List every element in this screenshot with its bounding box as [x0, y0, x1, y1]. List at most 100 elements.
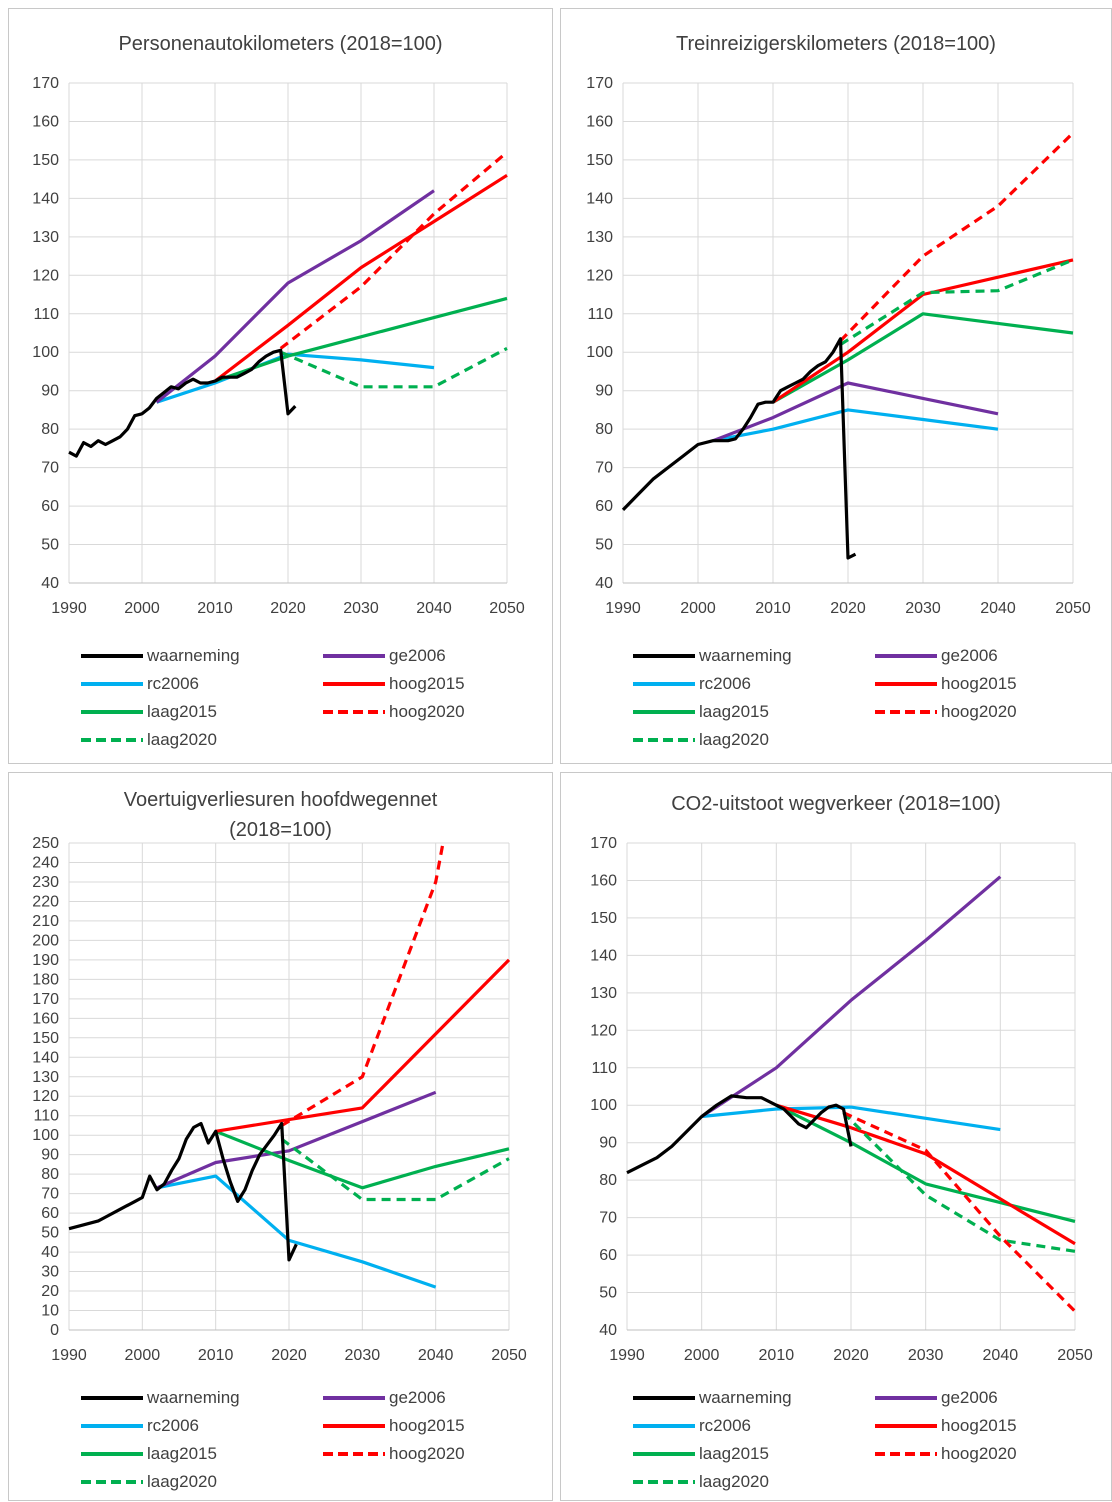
x-tick-label: 2040 — [983, 1347, 1019, 1364]
legend-label: ge2006 — [389, 646, 446, 665]
legend-label: ge2006 — [389, 1388, 446, 1407]
x-tick-label: 2010 — [755, 600, 791, 617]
y-tick-label: 110 — [33, 306, 59, 323]
y-tick-label: 90 — [599, 1135, 617, 1152]
series-line-waarneming — [68, 348, 297, 458]
legend-label: hoog2020 — [941, 702, 1017, 721]
legend-item-laag2020: laag2020 — [633, 729, 769, 751]
x-tick-label: 1990 — [51, 600, 87, 617]
y-tick-label: 0 — [50, 1322, 59, 1339]
legend-item-rc2006: rc2006 — [81, 673, 199, 695]
y-tick-label: 210 — [32, 913, 59, 930]
legend-swatch — [81, 1452, 143, 1456]
legend-label: rc2006 — [147, 1416, 199, 1435]
y-tick-label: 50 — [599, 1285, 617, 1302]
y-tick-label: 50 — [595, 537, 613, 554]
x-tick-label: 2000 — [124, 600, 160, 617]
y-tick-label: 100 — [32, 344, 59, 361]
legend-label: laag2015 — [147, 702, 217, 721]
y-tick-label: 70 — [41, 460, 59, 477]
legend-label: ge2006 — [941, 646, 998, 665]
series-line-ge2006 — [155, 189, 435, 404]
y-tick-label: 60 — [599, 1247, 617, 1264]
line-chart: 40 50 60 70 80 90 100 110 120 130 140 150 160 170 1990… — [590, 835, 1093, 1364]
legend-swatch — [633, 1452, 695, 1456]
x-tick-label: 2000 — [680, 600, 716, 617]
y-tick-label: 100 — [586, 344, 613, 361]
legend-label: laag2020 — [699, 730, 769, 749]
legend-item-laag2020: laag2020 — [633, 1471, 769, 1493]
x-tick-label: 2030 — [345, 1347, 381, 1364]
legend-item-waarneming: waarneming — [81, 645, 240, 667]
series-line-ge2006 — [700, 875, 1002, 1118]
series-line-hoog2015 — [214, 173, 508, 383]
y-tick-label: 50 — [41, 537, 59, 554]
legend-label: hoog2015 — [389, 674, 465, 693]
y-tick-label: 110 — [591, 1060, 617, 1077]
legend-item-hoog2020: hoog2020 — [323, 1443, 465, 1465]
legend-item-ge2006: ge2006 — [323, 645, 446, 667]
legend-label: laag2015 — [147, 1444, 217, 1463]
y-tick-label: 170 — [586, 75, 613, 92]
series-line-ge2006 — [712, 381, 999, 443]
x-tick-label: 2040 — [980, 600, 1016, 617]
legend-item-ge2006: ge2006 — [875, 645, 998, 667]
x-tick-label: 1990 — [51, 1347, 87, 1364]
legend-label: waarneming — [699, 1388, 792, 1407]
legend-item-waarneming: waarneming — [633, 1387, 792, 1409]
series-line-rc2006 — [712, 408, 999, 443]
legend-label: waarneming — [147, 1388, 240, 1407]
line-chart: 0102030405060708090100110120130140150160… — [32, 835, 527, 1364]
legend-swatch — [633, 710, 695, 714]
legend-swatch — [633, 1424, 695, 1428]
x-tick-label: 2050 — [489, 600, 525, 617]
chart-title: CO2-uitstoot wegverkeer (2018=100) — [671, 793, 1001, 815]
legend-swatch — [875, 1452, 937, 1456]
legend-swatch — [81, 710, 143, 714]
series-line-laag2015 — [772, 312, 1074, 404]
chart-panel-personenautokilometers: Personenautokilometers (2018=100) 40 50 60… — [8, 8, 553, 764]
series-line-hoog2020 — [839, 131, 1075, 342]
legend-item-laag2015: laag2015 — [81, 701, 217, 723]
legend-swatch — [875, 1396, 937, 1400]
legend-label: laag2020 — [147, 1472, 217, 1491]
legend-label: rc2006 — [699, 674, 751, 693]
legend-item-hoog2015: hoog2015 — [323, 1415, 465, 1437]
y-tick-label: 80 — [41, 421, 59, 438]
x-tick-label: 2050 — [1055, 600, 1091, 617]
x-tick-label: 2010 — [197, 600, 233, 617]
y-tick-label: 130 — [32, 229, 59, 246]
series-line-hoog2020 — [280, 842, 445, 1127]
legend-item-ge2006: ge2006 — [875, 1387, 998, 1409]
legend-swatch — [633, 1480, 695, 1484]
legend-swatch — [81, 682, 143, 686]
y-tick-label: 80 — [595, 421, 613, 438]
x-tick-label: 2030 — [343, 600, 379, 617]
y-tick-label: 120 — [32, 267, 59, 284]
y-tick-label: 40 — [599, 1322, 617, 1339]
line-chart: 40 50 60 70 80 90 100 110 120 130 140 150 160 170 1990… — [586, 75, 1091, 617]
y-tick-label: 150 — [590, 910, 617, 927]
y-tick-label: 170 — [590, 835, 617, 852]
chart-title: Personenautokilometers (2018=100) — [118, 33, 443, 55]
x-tick-label: 2010 — [759, 1347, 795, 1364]
x-tick-label: 2000 — [684, 1347, 720, 1364]
y-tick-label: 150 — [32, 1030, 59, 1047]
series-line-laag2020 — [280, 1137, 510, 1202]
y-tick-label: 130 — [590, 985, 617, 1002]
y-tick-label: 130 — [586, 229, 613, 246]
chart-panel-voertuigverliesuren: Voertuigverliesuren hoofdwegennet (2018=… — [8, 772, 553, 1501]
x-tick-label: 2020 — [270, 600, 306, 617]
y-tick-label: 20 — [41, 1283, 59, 1300]
legend-item-rc2006: rc2006 — [81, 1415, 199, 1437]
series-line-hoog2020 — [279, 150, 509, 350]
legend-item-hoog2015: hoog2015 — [323, 673, 465, 695]
legend-swatch — [633, 654, 695, 658]
y-tick-label: 140 — [32, 190, 59, 207]
y-tick-label: 60 — [595, 498, 613, 515]
line-chart: 40 50 60 70 80 90 100 110 120 130 140 150 160 170 1990… — [32, 75, 525, 617]
x-tick-label: 1990 — [609, 1347, 645, 1364]
legend-item-laag2015: laag2015 — [633, 701, 769, 723]
series-line-hoog2020 — [842, 1111, 1077, 1313]
x-tick-label: 2020 — [271, 1347, 307, 1364]
